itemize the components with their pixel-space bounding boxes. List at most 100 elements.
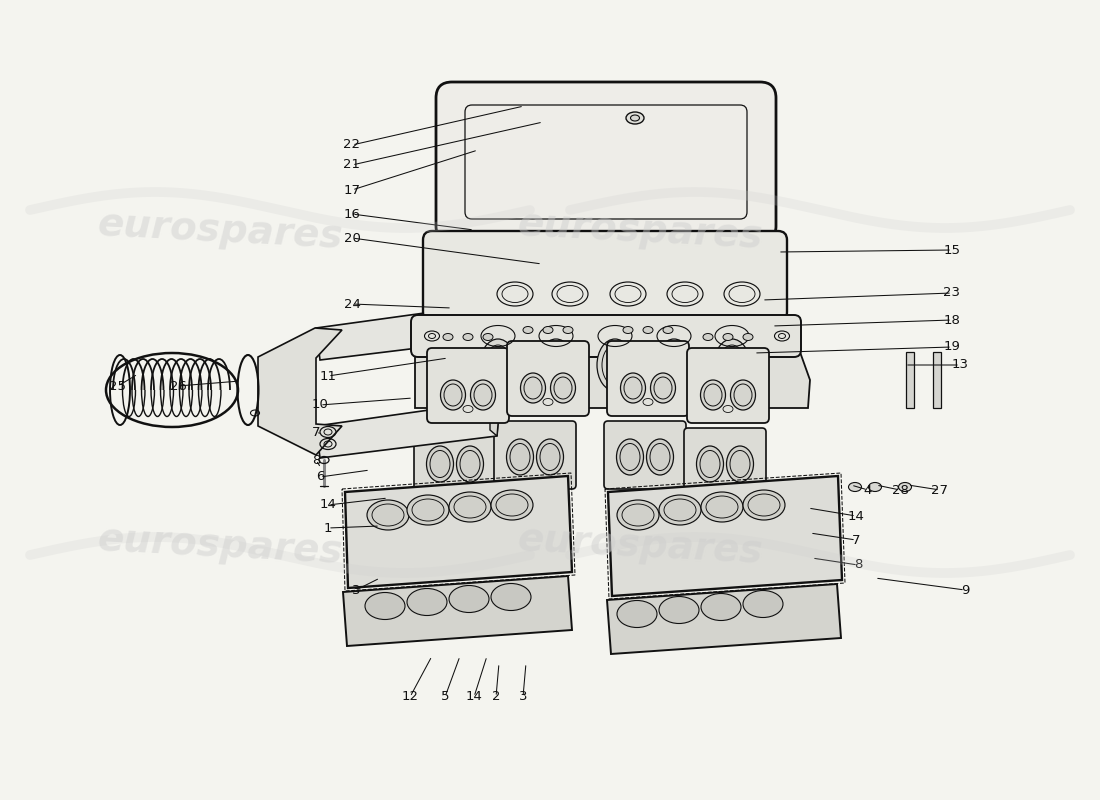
Polygon shape <box>258 328 342 455</box>
Ellipse shape <box>456 446 484 482</box>
Text: 12: 12 <box>402 690 418 703</box>
Text: 2: 2 <box>492 690 500 703</box>
Ellipse shape <box>563 326 573 334</box>
Ellipse shape <box>723 334 733 341</box>
FancyBboxPatch shape <box>494 421 576 489</box>
Ellipse shape <box>597 339 632 391</box>
Ellipse shape <box>659 597 698 623</box>
Text: 28: 28 <box>892 483 909 497</box>
Polygon shape <box>415 352 810 408</box>
Ellipse shape <box>537 439 563 475</box>
Ellipse shape <box>522 326 534 334</box>
Ellipse shape <box>630 115 639 121</box>
Ellipse shape <box>407 589 447 615</box>
FancyBboxPatch shape <box>684 428 766 496</box>
Ellipse shape <box>620 373 646 403</box>
FancyBboxPatch shape <box>688 348 769 423</box>
Bar <box>906 352 914 408</box>
Text: eurospares: eurospares <box>516 205 763 255</box>
Ellipse shape <box>407 495 449 525</box>
Ellipse shape <box>367 500 409 530</box>
Text: 15: 15 <box>944 243 960 257</box>
FancyBboxPatch shape <box>507 341 588 416</box>
Text: eurospares: eurospares <box>97 519 343 570</box>
Polygon shape <box>607 584 842 654</box>
Ellipse shape <box>463 334 473 341</box>
Text: 17: 17 <box>343 183 361 197</box>
Text: 1: 1 <box>323 522 332 534</box>
FancyBboxPatch shape <box>411 315 801 357</box>
Text: eurospares: eurospares <box>97 205 343 255</box>
FancyBboxPatch shape <box>424 231 786 321</box>
Ellipse shape <box>491 583 531 610</box>
Ellipse shape <box>742 490 785 520</box>
Ellipse shape <box>701 594 741 621</box>
Ellipse shape <box>730 380 756 410</box>
Text: 22: 22 <box>343 138 361 151</box>
FancyBboxPatch shape <box>436 82 776 242</box>
Text: 20: 20 <box>343 231 361 245</box>
Ellipse shape <box>742 590 783 618</box>
Ellipse shape <box>617 601 657 627</box>
Polygon shape <box>316 303 500 360</box>
Text: 27: 27 <box>932 483 948 497</box>
Ellipse shape <box>696 446 724 482</box>
Text: 25: 25 <box>110 379 126 393</box>
Polygon shape <box>316 400 500 458</box>
Text: 5: 5 <box>441 690 449 703</box>
FancyBboxPatch shape <box>607 341 689 416</box>
Text: 6: 6 <box>316 470 324 483</box>
Ellipse shape <box>440 380 465 410</box>
Text: 7: 7 <box>851 534 860 546</box>
FancyBboxPatch shape <box>414 428 496 496</box>
Ellipse shape <box>659 495 701 525</box>
Ellipse shape <box>644 326 653 334</box>
Text: 21: 21 <box>343 158 361 171</box>
Text: 16: 16 <box>343 207 361 221</box>
Ellipse shape <box>520 373 546 403</box>
Text: 4: 4 <box>864 483 872 497</box>
Ellipse shape <box>616 439 644 475</box>
Ellipse shape <box>443 334 453 341</box>
Text: 14: 14 <box>320 498 337 511</box>
Ellipse shape <box>626 112 644 124</box>
Ellipse shape <box>449 586 490 613</box>
Ellipse shape <box>899 482 912 491</box>
Text: 11: 11 <box>319 370 337 382</box>
Ellipse shape <box>550 373 575 403</box>
Text: 14: 14 <box>848 510 865 522</box>
Text: 3: 3 <box>352 583 361 597</box>
Ellipse shape <box>869 482 881 491</box>
Text: 3: 3 <box>519 690 527 703</box>
Text: 14: 14 <box>465 690 483 703</box>
Ellipse shape <box>848 482 861 491</box>
Ellipse shape <box>650 373 675 403</box>
Text: 19: 19 <box>944 341 960 354</box>
Ellipse shape <box>471 380 495 410</box>
Ellipse shape <box>427 446 453 482</box>
Text: eurospares: eurospares <box>516 519 763 570</box>
Ellipse shape <box>701 492 743 522</box>
FancyBboxPatch shape <box>604 421 686 489</box>
Ellipse shape <box>538 339 574 391</box>
Bar <box>933 352 940 408</box>
Text: 18: 18 <box>944 314 960 326</box>
Ellipse shape <box>663 326 673 334</box>
Text: 7: 7 <box>311 426 320 438</box>
Ellipse shape <box>617 500 659 530</box>
Text: 23: 23 <box>944 286 960 299</box>
Ellipse shape <box>506 439 534 475</box>
Text: 24: 24 <box>343 298 361 310</box>
Polygon shape <box>345 476 572 588</box>
Ellipse shape <box>543 326 553 334</box>
Ellipse shape <box>483 334 493 341</box>
Text: 9: 9 <box>960 583 969 597</box>
FancyBboxPatch shape <box>427 348 509 423</box>
Ellipse shape <box>449 492 491 522</box>
Ellipse shape <box>647 439 673 475</box>
Text: 10: 10 <box>311 398 329 411</box>
Polygon shape <box>490 303 500 436</box>
Ellipse shape <box>623 326 632 334</box>
Text: 8: 8 <box>311 454 320 466</box>
Text: 26: 26 <box>169 379 186 393</box>
